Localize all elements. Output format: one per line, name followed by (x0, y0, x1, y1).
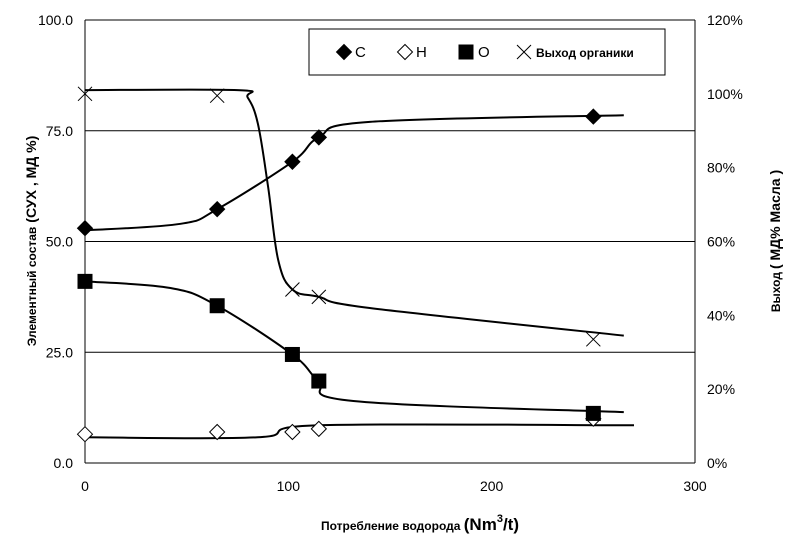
data-point (310, 420, 328, 438)
y-left-tick-label: 25.0 (46, 344, 73, 360)
legend-marker (396, 43, 414, 61)
data-point (311, 373, 327, 389)
data-point (208, 423, 226, 441)
y-right-tick-label: 120% (707, 12, 743, 28)
data-point (284, 423, 301, 441)
legend-marker (516, 44, 532, 60)
data-point (285, 282, 300, 297)
y-left-tick-label: 0.0 (54, 455, 74, 471)
x-tick-label: 100 (277, 478, 301, 494)
data-point (76, 220, 94, 237)
x-axis-title: Потребление водорода (Nm3/t) (321, 513, 519, 534)
legend-label: C (355, 44, 366, 61)
y-left-tick-label: 100.0 (38, 12, 73, 28)
series-markers (76, 86, 602, 443)
data-point (585, 405, 601, 421)
series-line-3 (84, 88, 624, 337)
legend-label: O (478, 44, 490, 61)
data-point (209, 298, 225, 314)
x-tick-label: 200 (480, 478, 504, 494)
x-tick-label: 0 (81, 478, 89, 494)
data-point (311, 289, 327, 305)
data-point (76, 425, 94, 443)
data-point (209, 88, 225, 104)
data-point (310, 129, 328, 146)
x-tick-label: 300 (683, 478, 707, 494)
y-right-axis-title: Выход( МД% Масла ) (767, 170, 783, 312)
data-point (585, 108, 602, 125)
y-left-tick-label: 50.0 (46, 234, 73, 250)
legend: C H O Выход органики (308, 28, 666, 76)
tick-labels: 0 100 200 300 0.0 25.0 50.0 75.0 100.0 0% 20% 40% 60… (38, 12, 743, 494)
data-point (284, 153, 301, 170)
data-point (208, 200, 226, 218)
series-curves (84, 88, 635, 440)
y-right-tick-label: 100% (707, 86, 743, 102)
series-line-0 (84, 114, 624, 232)
y-left-tick-label: 75.0 (46, 123, 73, 139)
gridlines (85, 130, 695, 353)
data-point (77, 273, 93, 289)
series-line-2 (84, 280, 624, 414)
y-right-tick-label: 20% (707, 381, 735, 397)
y-right-tick-label: 80% (707, 160, 735, 176)
data-point (585, 331, 601, 347)
legend-label: H (416, 44, 427, 61)
legend-label: Выход органики (536, 46, 634, 60)
y-left-axis-title: Элементный состав(СУХ , МД %) (23, 136, 39, 347)
y-right-tick-label: 60% (707, 234, 735, 250)
data-point (284, 346, 300, 362)
legend-marker (458, 44, 474, 60)
data-point (77, 86, 93, 102)
series-line-1 (84, 423, 635, 440)
legend-box (308, 28, 666, 76)
y-right-tick-label: 40% (707, 307, 735, 323)
legend-marker (335, 43, 353, 61)
y-right-tick-label: 0% (707, 455, 727, 471)
